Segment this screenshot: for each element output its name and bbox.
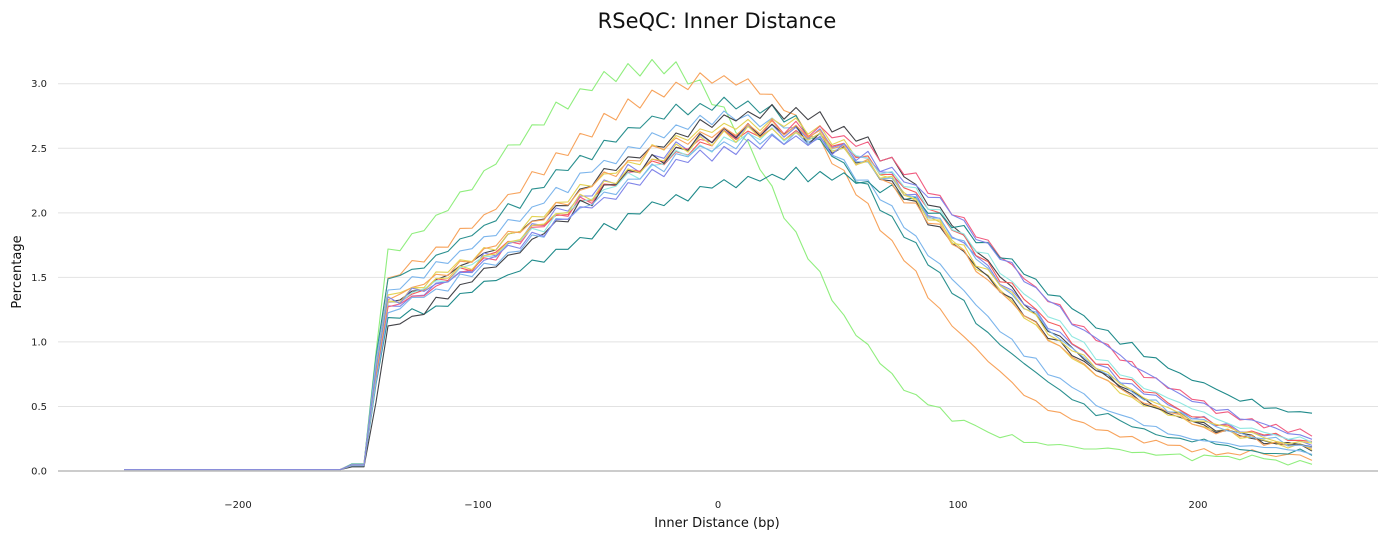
y-tick-label: 2.5 [31,144,47,155]
series-line-7 [124,124,1313,471]
series-line-16 [124,134,1313,471]
x-tick-label: −100 [464,500,491,511]
y-tick-label: 0.0 [31,467,47,478]
chart-title: RSeQC: Inner Distance [598,9,837,33]
y-tick-label: 2.0 [31,208,47,219]
x-tick-label: 200 [1188,500,1207,511]
x-axis-label: Inner Distance (bp) [654,516,779,531]
y-tick-label: 3.0 [31,79,47,90]
x-tick-label: −200 [224,500,251,511]
series-line-8 [124,119,1313,471]
series-lines [124,58,1313,471]
series-line-12 [124,123,1313,471]
y-axis-label: Percentage [10,235,25,308]
y-axis-ticks: 0.0 0.5 1.0 1.5 2.0 2.5 3.0 [31,79,47,477]
gridlines [58,83,1378,472]
x-axis-ticks: −200 −100 0 100 200 [224,500,1207,511]
series-line-10 [124,127,1313,471]
x-tick-label: 0 [715,500,721,511]
y-tick-label: 1.5 [31,273,47,284]
series-line-6 [124,117,1313,471]
series-line-15 [124,125,1313,471]
series-line-4 [124,110,1313,471]
y-tick-label: 1.0 [31,337,47,348]
series-line-5 [124,103,1313,471]
series-line-9 [124,127,1313,471]
y-tick-label: 0.5 [31,402,47,413]
series-line-13 [124,120,1313,471]
x-tick-label: 100 [948,500,967,511]
